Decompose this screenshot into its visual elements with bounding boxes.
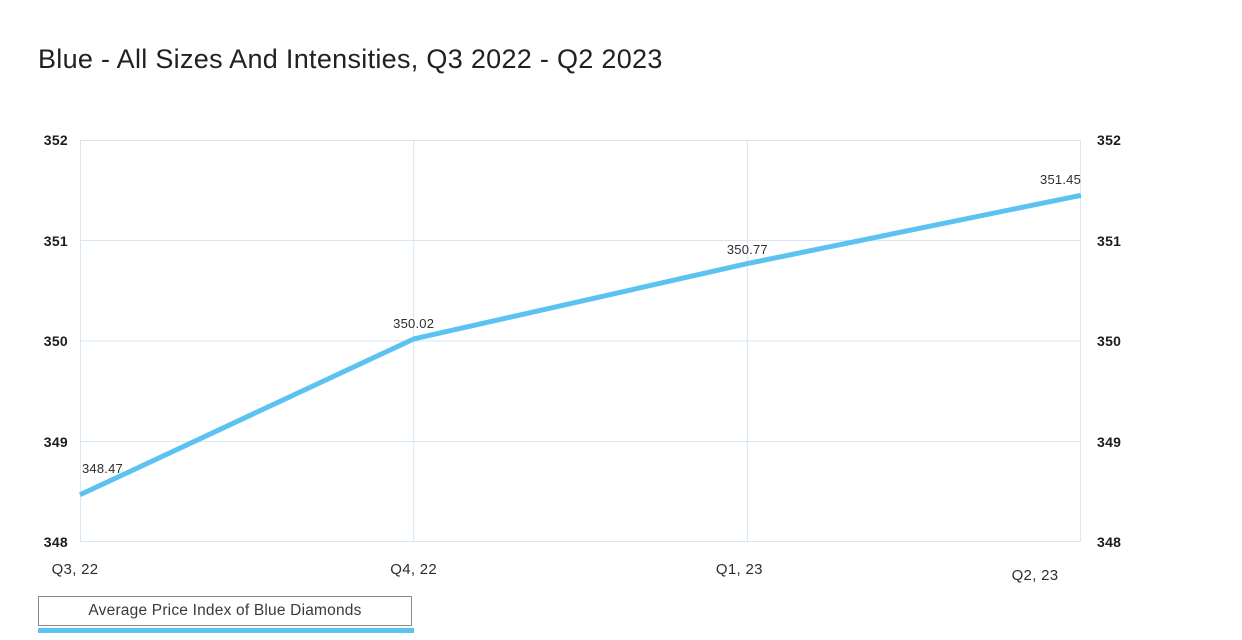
legend-color-bar bbox=[38, 628, 414, 633]
x-tick-label: Q1, 23 bbox=[715, 561, 763, 578]
y-tick-label-left: 348 bbox=[43, 534, 68, 550]
x-tick-label: Q4, 22 bbox=[390, 561, 438, 578]
data-point-label: 350.77 bbox=[726, 241, 768, 257]
x-tick-label: Q2, 23 bbox=[1011, 567, 1059, 584]
chart-title: Blue - All Sizes And Intensities, Q3 202… bbox=[38, 44, 663, 74]
y-tick-label-right: 350 bbox=[1097, 333, 1122, 349]
data-point-label: 350.02 bbox=[393, 315, 435, 331]
y-tick-label-left: 351 bbox=[43, 232, 68, 249]
y-tick-label-left: 349 bbox=[43, 433, 68, 450]
plot-area: 348.47 350.02 350.77 351.45 bbox=[78, 140, 1082, 542]
y-tick-label-right: 348 bbox=[1097, 534, 1122, 550]
x-tick-label: Q3, 22 bbox=[51, 561, 99, 578]
legend-item[interactable]: Average Price Index of Blue Diamonds bbox=[38, 596, 412, 626]
y-tick-label-left: 352 bbox=[43, 132, 68, 148]
y-tick-label-left: 350 bbox=[43, 333, 68, 349]
y-tick-label-right: 351 bbox=[1097, 232, 1122, 249]
data-point-label: 351.45 bbox=[1040, 172, 1081, 188]
line-chart-svg bbox=[78, 140, 1082, 542]
data-point-label: 348.47 bbox=[82, 460, 123, 476]
y-tick-label-right: 352 bbox=[1097, 132, 1122, 148]
y-tick-label-right: 349 bbox=[1097, 433, 1122, 450]
legend-label: Average Price Index of Blue Diamonds bbox=[88, 602, 362, 619]
